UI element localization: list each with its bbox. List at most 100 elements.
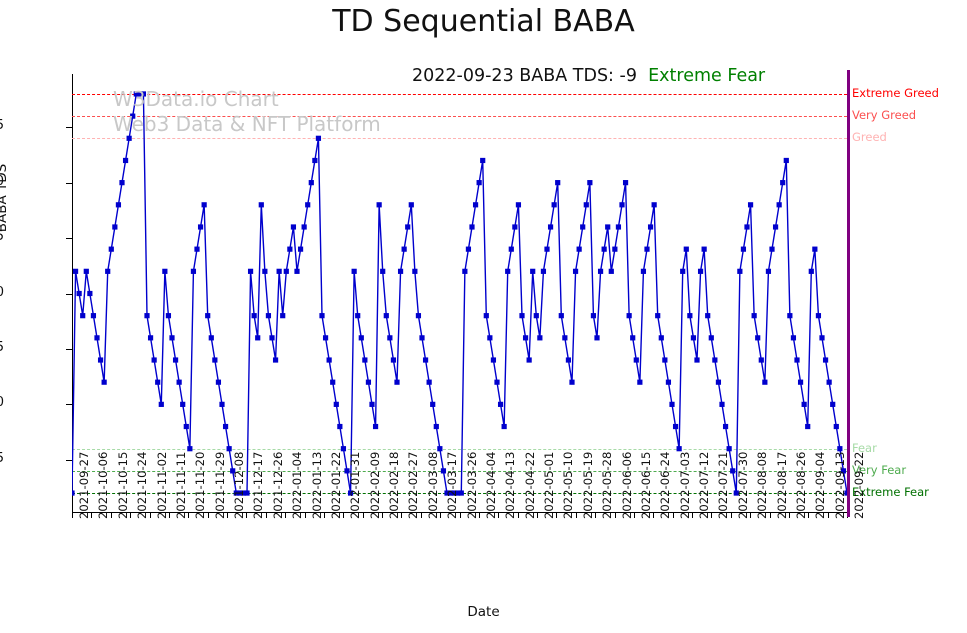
x-tick-mark [91,513,93,518]
x-tick-mark [168,513,170,518]
x-tick-label: 2022-05-28 [600,451,615,519]
x-tick-label: 2022-06-24 [658,451,673,519]
threshold-label-very-fear: Very Fear [852,462,907,477]
x-tick-label: 2022-08-08 [755,451,770,519]
x-tick-mark [72,513,73,518]
x-tick-label: 2022-07-03 [677,451,692,519]
annotation-sentiment: Extreme Fear [648,66,766,86]
current-date-line [847,70,850,517]
x-tick-label: 2022-07-12 [697,451,711,519]
y-tick-label: -5.0 [0,395,4,410]
x-tick-mark [207,513,209,518]
x-tick-mark [711,513,713,518]
x-tick-mark [382,513,383,518]
x-tick-label: 2022-02-09 [367,451,382,519]
plot-frame [72,74,847,513]
y-tick-label: 5.0 [0,174,4,189]
x-tick-mark [401,513,403,518]
x-tick-mark [730,513,732,518]
annotation-text: 2022-09-23 BABA TDS: -9 [412,66,637,86]
y-tick-label: -7.5 [0,451,4,466]
x-tick-label: 2021-11-11 [173,451,188,519]
x-tick-label: 2022-04-22 [522,451,537,519]
x-tick-mark [537,513,538,518]
threshold-label-very-greed: Very Greed [852,108,917,123]
x-tick-mark [614,513,616,518]
x-tick-label: 2022-01-04 [290,451,305,519]
x-tick-label: 2021-10-24 [135,451,150,519]
x-tick-label: 2022-06-06 [619,451,634,519]
x-tick-mark [304,513,306,518]
x-tick-mark [246,513,248,518]
x-tick-label: 2022-08-17 [774,451,789,519]
x-tick-label: 2022-03-26 [464,451,479,519]
y-tick-mark [66,348,72,350]
x-tick-label: 2021-11-20 [193,451,208,519]
x-tick-label: 2022-05-01 [542,451,556,519]
series-line [72,91,847,496]
x-tick-label: 2022-06-15 [638,451,653,519]
x-tick-mark [227,513,228,518]
x-tick-label: 2022-04-04 [483,451,498,519]
x-tick-label: 2022-08-26 [793,451,808,519]
x-tick-mark [595,513,597,518]
annotation-current-value: 2022-09-23 BABA TDS: -9 Extreme Fear [412,66,765,86]
y-tick-mark [66,127,72,129]
threshold-line-greed [72,138,847,140]
threshold-label-fear: Fear [852,440,877,455]
x-tick-mark [498,513,500,518]
x-tick-mark [653,513,655,518]
x-tick-mark [769,513,771,518]
x-tick-mark [323,513,325,518]
x-tick-label: 2022-07-21 [716,451,731,519]
x-tick-label: 2021-12-08 [232,451,246,519]
x-tick-mark [285,513,287,518]
y-tick-label: -2.5 [0,340,4,355]
plot-area [66,70,850,518]
x-tick-label: 2022-01-13 [309,451,324,519]
x-tick-label: 2021-10-15 [115,451,130,519]
x-tick-label: 2022-01-31 [348,451,363,519]
threshold-line-very-greed [72,116,847,118]
x-tick-mark [827,513,829,518]
x-tick-label: 2021-10-06 [96,451,111,519]
x-tick-mark [556,513,558,518]
x-tick-label: 2022-05-19 [580,451,595,519]
threshold-line-extreme-greed [72,93,847,95]
x-tick-mark [575,513,577,518]
x-tick-label: 2021-11-02 [154,451,169,519]
y-tick-mark [66,404,72,406]
page-title: TD Sequential BABA [332,4,635,39]
threshold-line-very-fear [72,470,847,472]
threshold-label-extreme-greed: Extreme Greed [852,85,939,100]
x-tick-label: 2022-09-13 [832,451,847,519]
x-tick-mark [149,513,151,518]
x-tick-label: 2021-12-17 [251,451,266,519]
y-tick-mark [66,238,72,240]
x-tick-mark [459,513,461,518]
x-tick-mark [633,513,635,518]
x-tick-label: 2021-09-27 [77,451,91,519]
y-tick-label: 0.0 [0,285,4,300]
threshold-label-greed: Greed [852,130,887,145]
x-tick-mark [343,513,345,518]
x-tick-mark [440,513,442,518]
x-tick-mark [517,513,519,518]
x-tick-label: 2022-07-30 [735,451,750,519]
x-tick-label: 2022-02-27 [406,451,421,519]
x-tick-mark [110,513,112,518]
x-tick-mark [750,513,752,518]
y-tick-label: 2.5 [0,229,4,244]
threshold-label-extreme-fear: Extreme Fear [852,485,929,500]
x-tick-label: 2021-11-29 [212,451,227,519]
y-tick-mark [66,182,72,184]
x-tick-mark [188,513,190,518]
y-tick-mark [66,293,72,295]
x-axis-label: Date [467,604,500,620]
x-tick-mark [808,513,810,518]
x-tick-label: 2022-04-13 [503,451,518,519]
y-tick-label: 7.5 [0,118,4,133]
threshold-line-fear [72,448,847,450]
x-tick-mark [420,513,422,518]
x-tick-mark [130,513,132,518]
